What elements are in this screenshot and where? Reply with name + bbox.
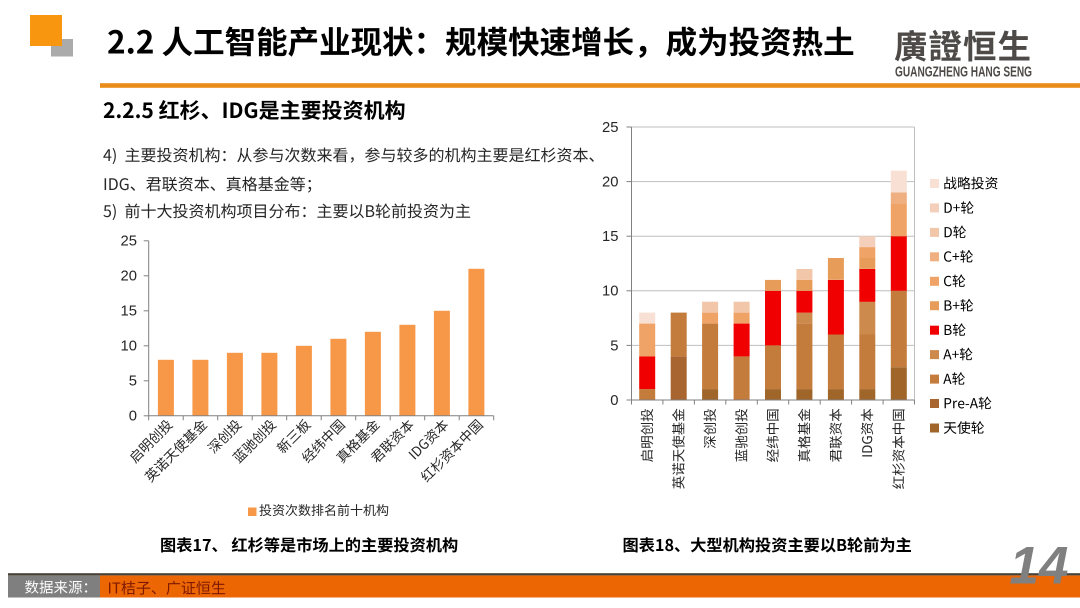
svg-text:GUANGZHENG HANG SENG: GUANGZHENG HANG SENG — [895, 64, 1032, 81]
svg-text:20: 20 — [121, 269, 137, 285]
svg-text:0: 0 — [129, 409, 137, 425]
svg-text:14: 14 — [1010, 537, 1069, 596]
svg-text:20: 20 — [602, 175, 618, 191]
svg-text:15: 15 — [121, 304, 137, 320]
svg-text:25: 25 — [602, 120, 618, 136]
svg-text:5: 5 — [610, 338, 618, 354]
svg-text:10: 10 — [121, 339, 137, 355]
svg-text:0: 0 — [610, 393, 618, 409]
svg-text:15: 15 — [602, 229, 618, 245]
svg-text:10: 10 — [602, 284, 618, 300]
svg-text:25: 25 — [121, 234, 137, 250]
svg-text:5: 5 — [129, 374, 137, 390]
